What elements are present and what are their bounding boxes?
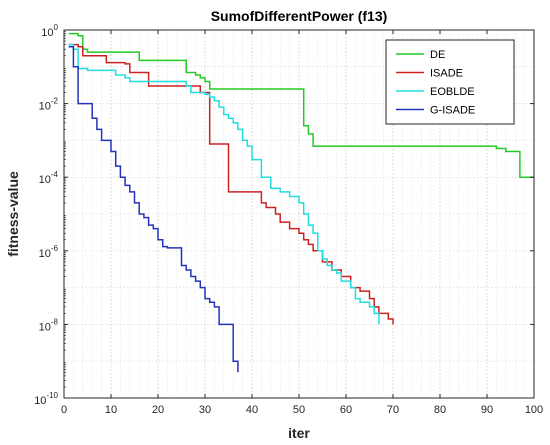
series-line-de: [68, 32, 534, 178]
y-tick-label: 10-2: [39, 97, 59, 113]
x-axis-label: iter: [288, 425, 310, 441]
y-tick-label: 10-8: [39, 317, 59, 333]
y-tick-label: 10-4: [39, 170, 59, 186]
legend-label: ISADE: [430, 68, 463, 80]
x-tick-label: 10: [105, 404, 117, 416]
x-tick-label: 60: [340, 404, 352, 416]
x-tick-label: 100: [525, 404, 543, 416]
legend-label: DE: [430, 49, 445, 61]
y-axis-label: fitness-value: [5, 171, 21, 257]
x-tick-label: 90: [481, 404, 493, 416]
grid: [64, 30, 534, 398]
legend-label: G-ISADE: [430, 105, 475, 117]
chart-title: SumofDifferentPower (f13): [211, 8, 388, 24]
x-tick-label: 40: [246, 404, 258, 416]
x-tick-label: 50: [293, 404, 305, 416]
series-line-isade: [68, 43, 394, 325]
series-line-g-isade: [68, 46, 239, 373]
x-tick-label: 80: [434, 404, 446, 416]
series-line-eoblde: [68, 43, 380, 325]
legend: DE ISADE EOBLDE G-ISADE: [385, 39, 515, 125]
legend-label: EOBLDE: [430, 86, 475, 98]
y-tick-label: 100: [41, 23, 58, 39]
x-tick-label: 0: [61, 404, 67, 416]
x-tick-label: 20: [152, 404, 164, 416]
y-tick-label: 10-10: [34, 391, 58, 407]
x-tick-label: 70: [387, 404, 399, 416]
x-tick-label: 30: [199, 404, 211, 416]
series-group: [68, 32, 534, 373]
y-tick-label: 10-6: [39, 244, 59, 260]
ticks: 0 10 20 30 40 50 60 70 80 90 100 100 10-2 10-4 10-6 10-…: [34, 23, 543, 416]
